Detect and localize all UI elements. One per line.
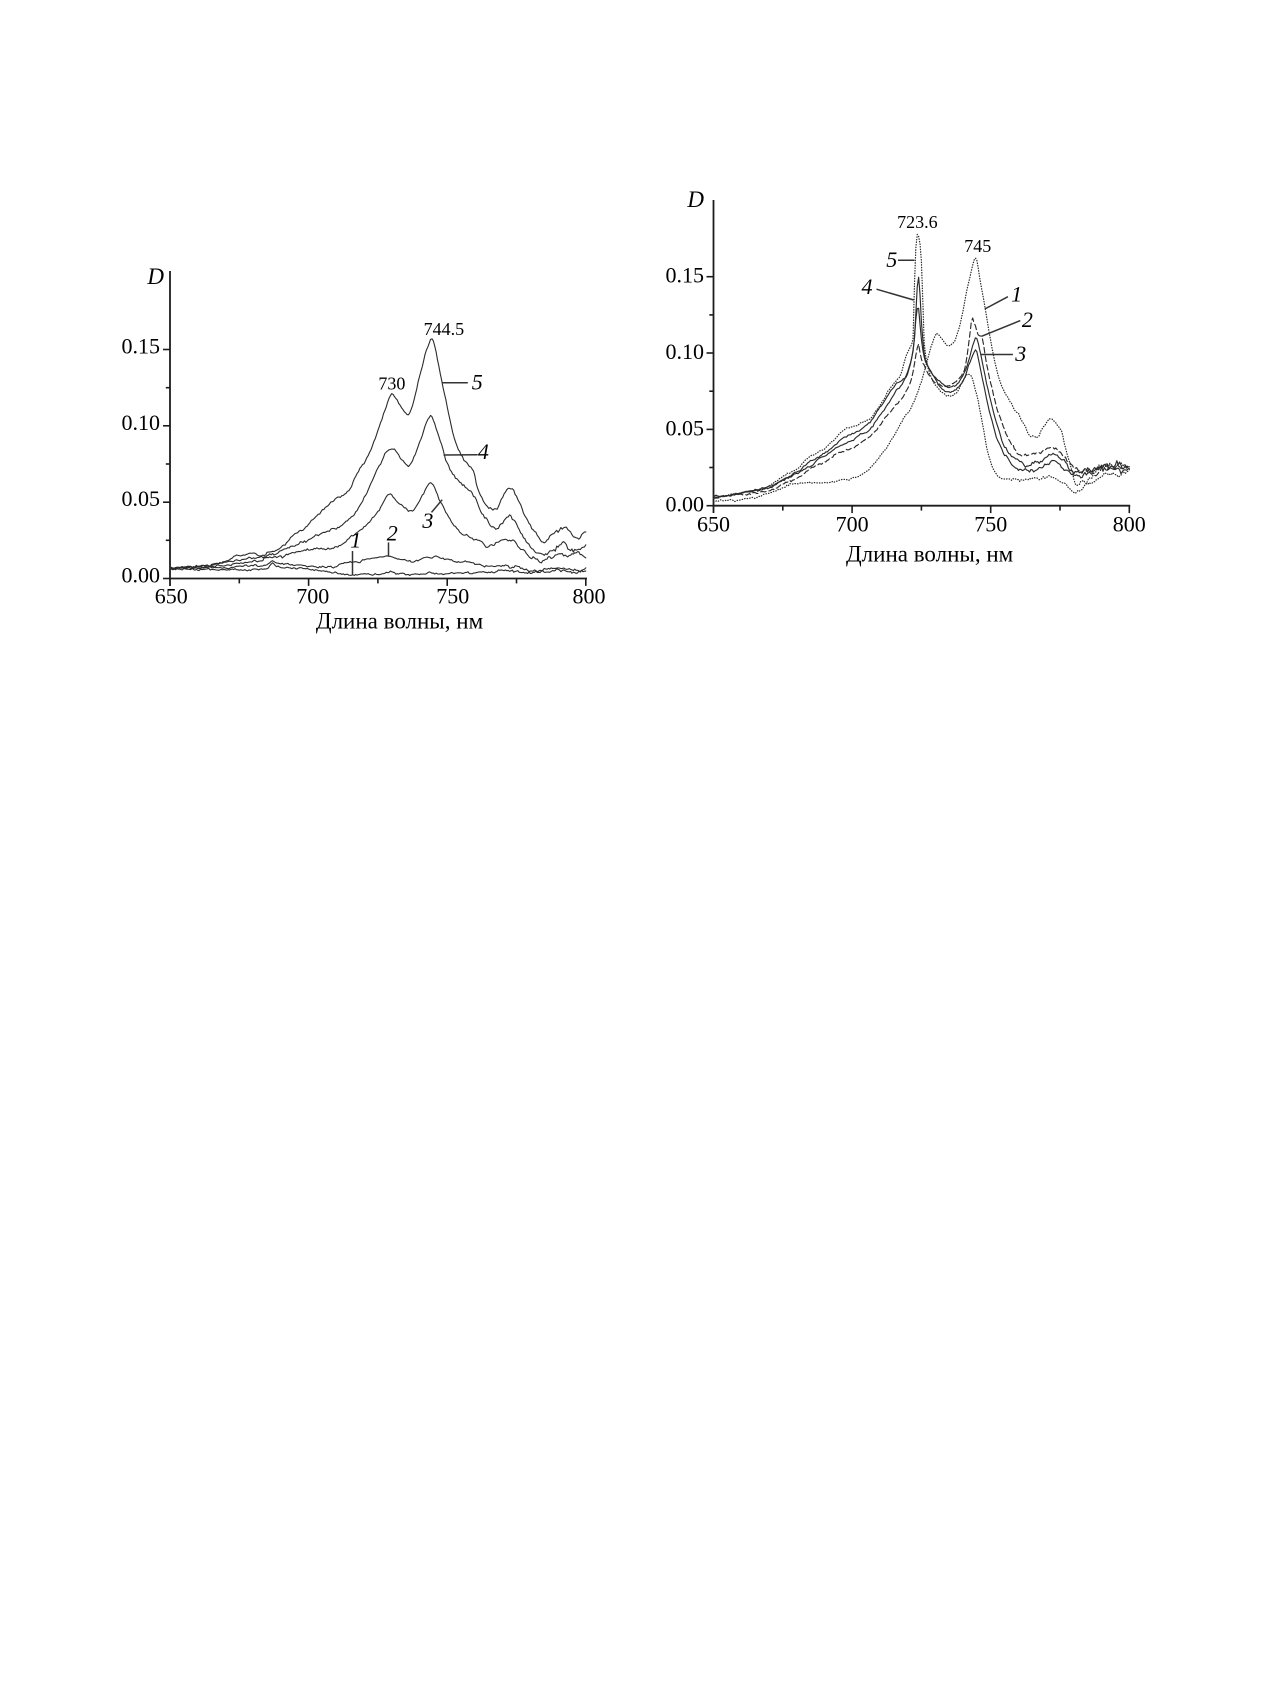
svg-text:Длина волны, нм: Длина волны, нм — [846, 542, 1014, 567]
svg-text:1: 1 — [1011, 282, 1022, 307]
svg-text:0.00: 0.00 — [666, 492, 705, 517]
svg-text:0.15: 0.15 — [666, 263, 705, 288]
svg-text:0.00: 0.00 — [122, 563, 161, 588]
svg-text:650: 650 — [155, 584, 188, 609]
svg-text:700: 700 — [836, 512, 869, 537]
svg-text:Длина волны, нм: Длина волны, нм — [316, 609, 484, 634]
svg-text:730: 730 — [378, 374, 405, 394]
svg-text:D: D — [686, 187, 704, 212]
svg-text:0.10: 0.10 — [666, 339, 705, 364]
svg-text:745: 745 — [964, 236, 991, 256]
svg-text:D: D — [146, 264, 164, 289]
svg-text:750: 750 — [436, 584, 469, 609]
svg-text:800: 800 — [1113, 512, 1146, 537]
svg-text:0.10: 0.10 — [122, 410, 161, 435]
svg-text:1: 1 — [350, 527, 361, 552]
svg-text:3: 3 — [421, 508, 433, 533]
svg-text:5: 5 — [472, 370, 483, 395]
svg-text:5: 5 — [886, 247, 897, 272]
svg-text:3: 3 — [1014, 341, 1026, 366]
svg-text:0.15: 0.15 — [122, 333, 161, 358]
svg-text:0.05: 0.05 — [666, 415, 705, 440]
svg-text:744.5: 744.5 — [424, 319, 465, 339]
svg-text:700: 700 — [296, 584, 329, 609]
svg-text:800: 800 — [573, 584, 606, 609]
svg-text:650: 650 — [697, 512, 730, 537]
svg-text:750: 750 — [974, 512, 1007, 537]
svg-text:4: 4 — [478, 439, 489, 464]
svg-text:723.6: 723.6 — [897, 212, 938, 232]
svg-text:4: 4 — [862, 274, 873, 299]
svg-text:2: 2 — [387, 520, 398, 545]
svg-text:0.05: 0.05 — [122, 486, 161, 511]
svg-text:2: 2 — [1022, 307, 1033, 332]
